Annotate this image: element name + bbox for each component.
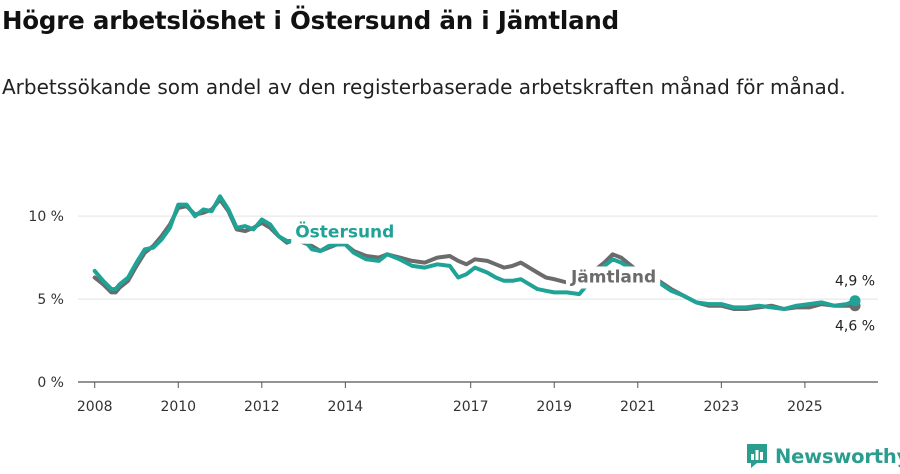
grid-lines xyxy=(78,215,878,300)
series-label-ostersund-background xyxy=(291,219,399,244)
end-label-jamtland: 4,6 % xyxy=(835,319,875,335)
series-labels: Östersund Jämtland 4,9 % 4,6 % xyxy=(291,219,875,335)
x-tick-label: 2019 xyxy=(536,399,572,415)
x-tick-label: 2012 xyxy=(244,399,280,415)
x-tick-label: 2010 xyxy=(160,399,196,415)
y-axis-ticks: 0 % 5 % 10 % xyxy=(28,209,64,391)
series-label-jamtland: Jämtland xyxy=(565,266,661,289)
x-tick-label: 2023 xyxy=(704,399,740,415)
x-tick-label: 2014 xyxy=(328,399,364,415)
newsworthy-brand: Newsworthy xyxy=(745,443,900,469)
x-axis-ticks: 2008 2010 2012 2014 2017 2019 2021 2023 2025 xyxy=(77,382,823,415)
y-tick-label: 5 % xyxy=(37,292,64,308)
y-tick-label: 0 % xyxy=(37,375,64,391)
x-tick-label: 2021 xyxy=(620,399,656,415)
chart-subtitle: Arbetssökande som andel av den registerb… xyxy=(2,75,846,99)
x-tick-label: 2025 xyxy=(787,399,823,415)
x-tick-label: 2008 xyxy=(77,399,113,415)
series-label-ostersund-text: Östersund xyxy=(295,221,394,243)
series-lines xyxy=(92,194,861,312)
end-point-östersund xyxy=(849,295,861,307)
y-tick-label: 10 % xyxy=(28,209,64,225)
line-chart: 0 %5 %10 % 2008 2010 2012 2014 2017 2019 2021 2… xyxy=(28,194,878,415)
chart-title: Högre arbetslöshet i Östersund än i Jämt… xyxy=(2,6,619,35)
brand-name: Newsworthy xyxy=(775,444,900,468)
series-line-östersund xyxy=(92,194,857,311)
newsworthy-logo-icon xyxy=(747,444,767,468)
end-label-ostersund: 4,9 % xyxy=(835,274,875,290)
series-label-ostersund: Östersund xyxy=(291,219,399,244)
series-label-jamtland-background xyxy=(565,266,661,289)
x-tick-label: 2017 xyxy=(453,399,489,415)
series-label-jamtland-text: Jämtland xyxy=(570,268,656,288)
